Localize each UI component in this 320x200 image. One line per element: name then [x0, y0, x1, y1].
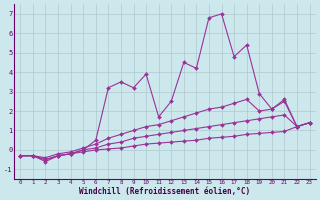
X-axis label: Windchill (Refroidissement éolien,°C): Windchill (Refroidissement éolien,°C) [79, 187, 251, 196]
